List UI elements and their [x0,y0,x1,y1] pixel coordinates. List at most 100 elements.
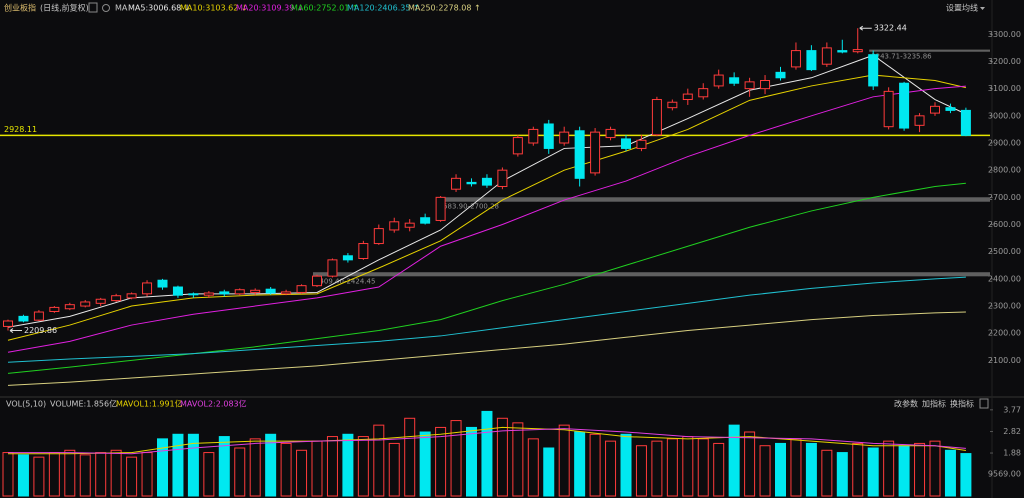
y-tick-label: 2900.00 [988,139,1021,148]
candle-body [682,93,693,101]
candle-body [33,311,44,321]
volume-bar [187,433,199,497]
ma-line [7,311,966,386]
candle-body [930,105,940,114]
y-tick-label: 3300.00 [988,30,1021,39]
volume-bar [17,454,29,497]
volume-bar [651,440,663,497]
volume-bar [33,456,45,497]
volume-bar [821,449,833,497]
candle-body [729,77,740,84]
volume-bar [744,431,756,497]
candle-body [49,306,60,312]
volume-bar [666,438,678,497]
settings-button[interactable]: 设置均线 [946,3,978,13]
volume-bar [373,424,385,497]
ma-prefix: MA [115,4,128,13]
candle-body [188,293,199,296]
candle-body [358,243,369,259]
candle-body [775,71,786,79]
volume-bar [48,452,60,497]
candle-body [497,169,508,187]
volume-bar [929,440,941,497]
volume-bar [296,449,308,497]
candle-body [342,255,353,261]
candle-body [420,217,431,224]
ma-line [7,74,967,341]
candle-body [621,138,631,149]
candle-body [234,289,245,295]
volume-bar [357,436,369,497]
volume-bar [110,449,122,497]
annotation-label: 3322.44 [874,24,907,33]
ma-label: MA10:3103.62 ↓ [180,4,248,13]
mavol-label: MAVOL2:2.083亿 [180,399,247,409]
volume-bar [805,442,817,497]
range-label: 2683.90-2700.28 [439,203,499,211]
candle-body [852,49,863,53]
volume-bar [898,445,910,497]
candle-body [404,222,415,228]
volume-bar [589,433,601,497]
y-tick-label: 2200.00 [988,329,1021,338]
button[interactable]: 加指标 [922,399,946,409]
candle-body [95,298,106,304]
volume-bar [558,424,570,497]
candle-body [744,81,755,90]
ma-line [7,85,966,353]
volume-bar [435,426,447,497]
candle-body [574,130,585,179]
volume-bar [635,445,647,497]
ma-line [7,276,966,363]
close-icon[interactable] [979,398,989,409]
volume-bar [326,436,338,497]
gear-icon[interactable] [102,4,110,12]
ma-line [8,428,966,455]
volume-bar [836,452,848,497]
mavol-label: MAVOL1:1.991亿 [116,399,183,409]
ma-label: MA20:3109.39 ↓ [236,4,304,13]
button[interactable]: 改参数 [894,399,918,409]
volume-bar [852,442,864,497]
y-tick-label: 3000.00 [988,111,1021,120]
ma-label: MA5:3006.68 ↓ [128,4,191,13]
ma-label: MA60:2752.01 ↑ [291,4,359,13]
volume-bar [512,422,524,497]
volume-bar [790,438,802,497]
vol-title: VOL(5,10) [6,400,46,409]
volume-bar [713,442,725,497]
candle-body [250,289,261,293]
candle-body [868,54,879,87]
annotation-label: 2209.86 [24,326,57,335]
candle-body [435,196,446,221]
volume-bar [759,445,771,497]
volume-bar [728,424,740,497]
candle-body [806,50,817,71]
candle-body [837,50,848,53]
candle-body [698,88,709,98]
volume-bar [481,410,493,497]
candle-body [3,320,13,327]
candle-body [821,47,832,65]
candle-body [451,177,462,190]
volume-bar [280,442,292,497]
volume-bar [883,440,895,497]
dropdown-arrow[interactable] [980,7,985,10]
y-tick-label: 3100.00 [988,84,1021,93]
candle-body [945,107,956,111]
candle-body [481,177,492,186]
button[interactable]: 换指标 [950,399,974,409]
ma-label: MA120:2406.35 ↑ [347,4,420,13]
volume-bar [775,442,786,497]
volume-bar [543,447,555,497]
candle-body [265,288,276,294]
ma-label: MA250:2278.08 ↑ [408,4,481,13]
candle-body [142,282,153,295]
help-icon[interactable] [88,2,98,13]
volume-bar [311,440,323,497]
volume-bar [234,447,246,497]
candle-body [172,286,183,296]
volume-bar [496,417,508,497]
